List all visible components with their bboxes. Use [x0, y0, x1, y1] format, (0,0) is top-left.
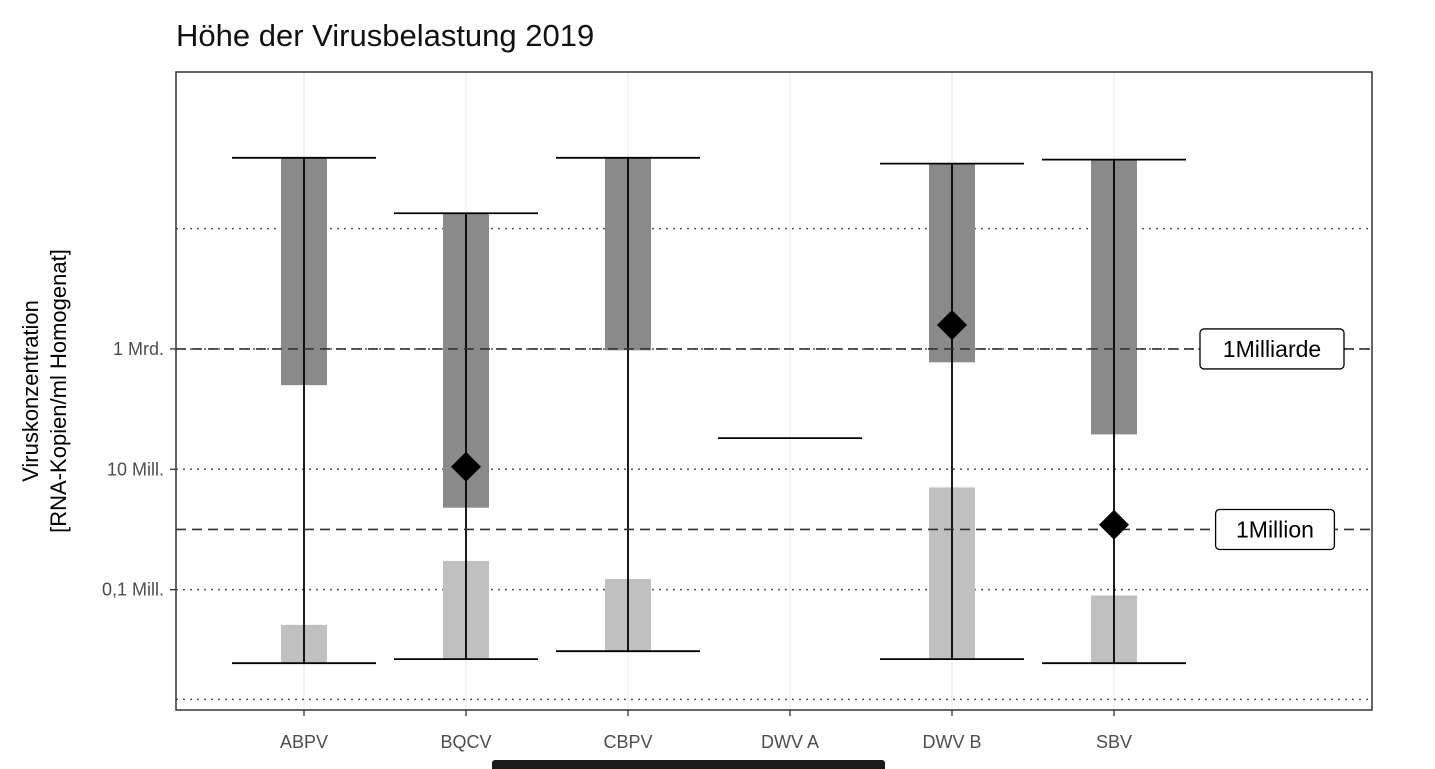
overlay-bar	[492, 760, 885, 769]
x-tick-label: DWV B	[922, 732, 981, 752]
median-marker	[937, 309, 967, 340]
y-axis: 0,1 Mill. 10 Mill. 1 Mrd.	[102, 339, 176, 600]
reference-label: 1Million	[1214, 508, 1336, 551]
reference-label-box	[1199, 328, 1345, 370]
reference-label-text: 1Million	[1236, 516, 1314, 542]
median-markers	[451, 309, 1129, 540]
y-axis-title-group: Viruskonzentration [RNA-Kopien/ml Homogen…	[18, 249, 71, 533]
reference-label: 1Milliarde	[1199, 328, 1345, 370]
chart-title: Höhe der Virusbelastung 2019	[176, 18, 595, 53]
reference-label-box	[1214, 508, 1336, 551]
reference-label-text: 1Milliarde	[1223, 336, 1321, 362]
x-tick-label: ABPV	[280, 732, 328, 752]
range-lines	[232, 156, 1186, 665]
panel-border	[175, 71, 1373, 711]
y-tick-label: 1 Mrd.	[113, 339, 164, 359]
x-axis: ABPV BQCV CBPV DWV A DWV B SBV	[280, 710, 1132, 752]
x-tick-label: SBV	[1096, 732, 1132, 752]
y-axis-title-line: Viruskonzentration	[18, 300, 43, 482]
bars	[281, 157, 1137, 664]
y-axis-title: Viruskonzentration [RNA-Kopien/ml Homogen…	[18, 249, 71, 533]
y-axis-title-line: [RNA-Kopien/ml Homogenat]	[46, 249, 71, 533]
y-tick-label: 0,1 Mill.	[102, 580, 164, 600]
x-tick-label: BQCV	[440, 732, 491, 752]
gridlines	[176, 72, 1372, 710]
x-tick-label: DWV A	[761, 732, 819, 752]
x-tick-label: CBPV	[603, 732, 652, 752]
y-tick-label: 10 Mill.	[107, 459, 164, 479]
reference-lines: 1Milliarde 1Million	[176, 328, 1372, 551]
median-marker	[1099, 509, 1129, 540]
median-marker	[451, 451, 481, 482]
